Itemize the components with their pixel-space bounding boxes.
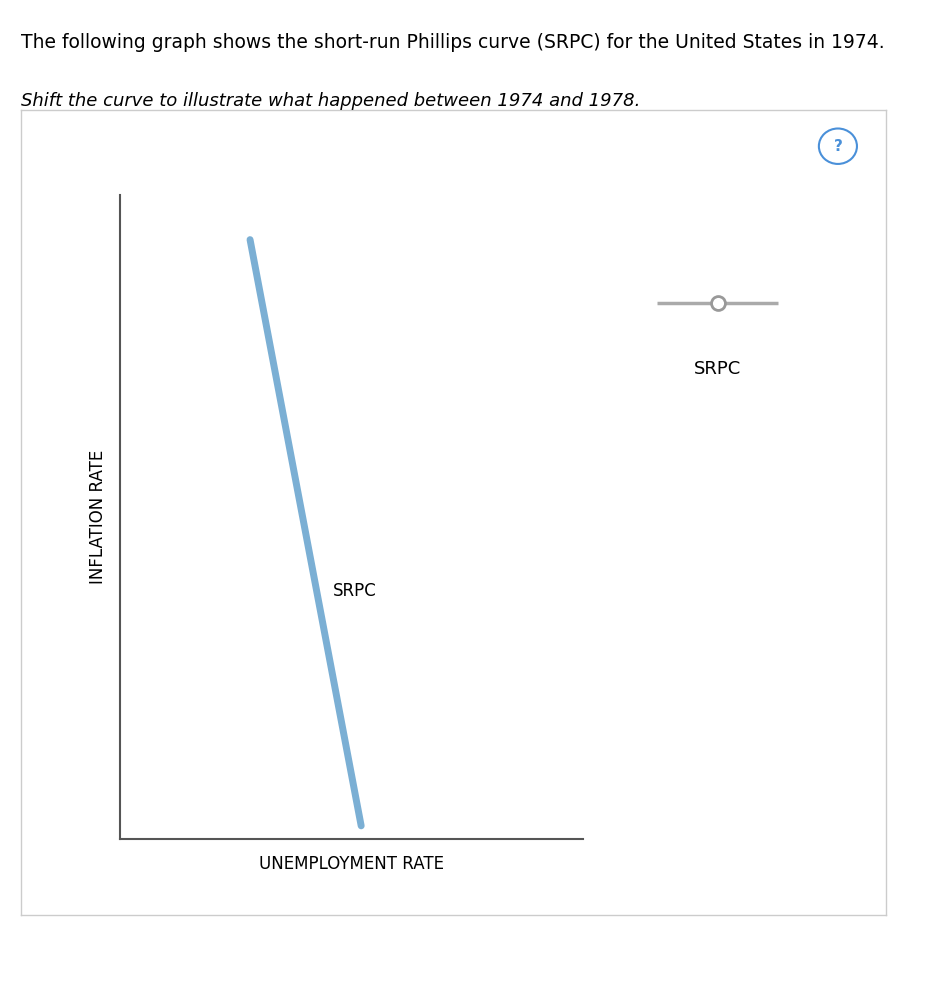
Text: SRPC: SRPC	[694, 359, 741, 378]
Text: The following graph shows the short-run Phillips curve (SRPC) for the United Sta: The following graph shows the short-run …	[21, 33, 884, 52]
Circle shape	[819, 129, 857, 164]
Text: SRPC: SRPC	[333, 582, 376, 600]
X-axis label: UNEMPLOYMENT RATE: UNEMPLOYMENT RATE	[260, 855, 445, 873]
Text: Shift the curve to illustrate what happened between 1974 and 1978.: Shift the curve to illustrate what happe…	[21, 92, 640, 110]
Text: ?: ?	[833, 138, 843, 154]
Y-axis label: INFLATION RATE: INFLATION RATE	[88, 450, 106, 583]
